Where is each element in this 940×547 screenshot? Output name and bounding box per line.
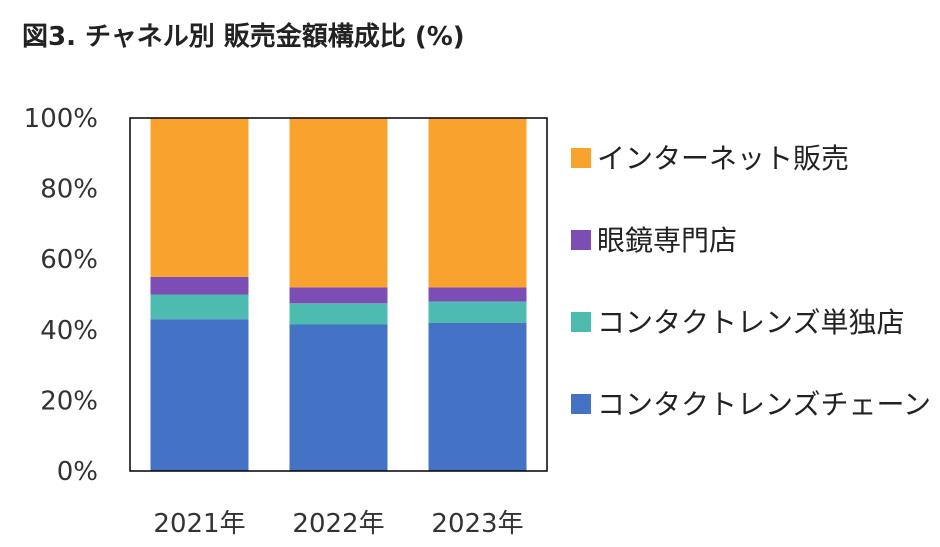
y-tick-label: 80%: [40, 175, 98, 205]
bar-segment-1-2: [428, 301, 527, 323]
y-tick-label: 100%: [24, 104, 98, 134]
legend-swatch: [571, 312, 591, 332]
chart-title: 図3. チャネル別 販売金額構成比 (%): [22, 22, 465, 52]
y-tick-label: 40%: [40, 316, 98, 346]
bar-segment-2-1: [289, 287, 388, 304]
legend-label: コンタクトレンズ単独店: [597, 306, 904, 339]
bar-segment-1-1: [289, 303, 388, 325]
legend-swatch: [571, 148, 591, 168]
bar-segment-0-2: [428, 322, 527, 471]
plot-frame: [129, 117, 548, 472]
bar-segment-2-0: [150, 276, 249, 295]
bar-segment-2-2: [428, 287, 527, 302]
legend-label: インターネット販売: [597, 142, 849, 175]
bar-segment-3-1: [289, 118, 388, 288]
legend-label: 眼鏡専門店: [597, 224, 737, 257]
y-tick-label: 60%: [40, 245, 98, 275]
bar-segment-0-0: [150, 319, 249, 471]
x-tick-label: 2021年: [153, 509, 245, 539]
bar-segment-3-2: [428, 118, 527, 288]
x-axis-ticks: 2021年 2022年 2023年: [153, 509, 523, 539]
legend-label: コンタクトレンズチェーン: [597, 388, 931, 421]
legend-swatch: [571, 230, 591, 250]
x-tick-label: 2022年: [292, 509, 384, 539]
bar-segment-0-1: [289, 324, 388, 471]
y-tick-label: 20%: [40, 386, 98, 416]
legend-swatch: [571, 394, 591, 414]
bars-group: [150, 118, 527, 471]
bar-segment-3-0: [150, 118, 249, 277]
y-tick-label: 0%: [57, 457, 98, 487]
bar-segment-1-0: [150, 294, 249, 320]
y-axis-ticks: 0% 20% 40% 60% 80% 100%: [24, 104, 98, 487]
x-tick-label: 2023年: [431, 509, 523, 539]
